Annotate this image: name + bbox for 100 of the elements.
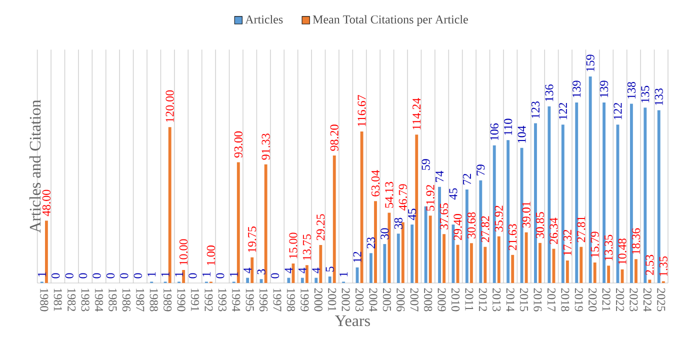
x-tick-label: 2014: [506, 288, 514, 312]
data-label: 29.25: [316, 214, 325, 240]
bar: [588, 76, 592, 283]
data-label: 5: [326, 266, 334, 272]
bar: [319, 245, 322, 283]
data-label: 133: [654, 88, 663, 105]
x-tick-label: 2025: [657, 288, 666, 312]
data-label: 63.04: [371, 170, 380, 196]
x-tick-label: 2000: [314, 288, 322, 312]
x-tick-label: 2005: [382, 288, 392, 312]
data-label: 1.00: [206, 246, 216, 266]
data-label: 35.92: [494, 206, 503, 232]
x-tick-label: 2020: [588, 288, 597, 312]
bar: [575, 102, 578, 283]
data-label: 0: [65, 273, 74, 278]
x-tick-label: 2011: [465, 288, 474, 311]
data-label: 3: [257, 269, 266, 274]
data-label: 46.79: [398, 184, 407, 210]
bar: [506, 140, 510, 283]
bar: [410, 224, 414, 283]
x-tick-label: 1997: [273, 288, 282, 312]
x-tick-label: 1988: [150, 288, 158, 312]
bar: [657, 110, 660, 283]
bar: [497, 236, 500, 283]
data-label: 74: [436, 170, 444, 182]
data-label: 27.81: [577, 216, 586, 242]
x-tick-label: 1993: [218, 288, 226, 312]
x-tick-label: 2002: [342, 288, 350, 312]
bar: [260, 279, 263, 283]
legend-label: Mean Total Citations per Article: [312, 15, 468, 26]
bar: [593, 262, 596, 283]
data-label: 0: [216, 273, 224, 278]
data-label: 27.82: [481, 216, 490, 242]
data-label: 48.00: [42, 190, 51, 216]
data-label: 106: [490, 123, 498, 140]
bar: [438, 186, 441, 283]
x-tick-label: 2009: [438, 288, 446, 312]
x-tick-label: 2015: [520, 288, 528, 312]
data-label: 19.75: [248, 226, 256, 252]
data-label: 37.65: [440, 203, 448, 230]
x-tick-label: 1990: [177, 288, 186, 312]
bar: [424, 206, 428, 283]
x-tick-label: 1998: [286, 288, 296, 312]
data-label: 139: [572, 80, 581, 98]
data-label: 136: [545, 84, 554, 102]
bar: [383, 244, 386, 283]
data-label: 4: [312, 268, 320, 274]
bar: [415, 134, 418, 283]
data-label: 38: [394, 218, 402, 229]
data-label: 1: [175, 272, 183, 276]
data-label: 1: [202, 272, 210, 276]
data-label: 0: [92, 273, 101, 278]
x-tick-label: 1992: [204, 288, 213, 312]
y-axis-title: Articles and Citation: [29, 100, 41, 233]
data-label: 135: [641, 86, 650, 102]
data-label: 1: [148, 272, 156, 276]
data-label: 159: [586, 54, 594, 72]
x-tick-label: 2008: [424, 288, 432, 312]
data-label: 10.00: [179, 239, 188, 265]
data-label: 1: [38, 272, 46, 276]
data-label: 0: [106, 273, 115, 278]
x-tick-label: 2013: [492, 288, 501, 312]
data-label: 30.85: [536, 212, 544, 238]
x-tick-label: 2001: [328, 288, 336, 311]
bar: [580, 246, 583, 283]
bar: [602, 102, 606, 283]
bar: [396, 234, 400, 283]
x-tick-label: 2006: [396, 288, 405, 312]
data-label: 139: [600, 80, 608, 98]
x-tick-label: 2023: [630, 288, 638, 312]
data-label: 104: [518, 126, 526, 143]
data-label: 45: [408, 208, 416, 220]
bar: [44, 220, 48, 283]
x-axis-title: Years: [335, 316, 370, 326]
data-label: 45: [449, 188, 458, 200]
data-label: 15.00: [289, 232, 298, 258]
x-tick-label: 1987: [136, 288, 144, 312]
x-tick-label: 1999: [300, 288, 309, 312]
data-label: 1: [161, 272, 170, 276]
bar: [264, 164, 268, 283]
x-tick-label: 1991: [190, 288, 200, 311]
data-label: 1: [230, 272, 238, 276]
bar: [388, 212, 391, 283]
data-label: 114.24: [412, 98, 421, 130]
bar: [401, 222, 404, 283]
bar: [630, 104, 633, 283]
bar: [566, 260, 569, 283]
data-label: 18.36: [632, 228, 640, 254]
x-tick-label: 2016: [534, 288, 542, 312]
data-label: 0: [52, 273, 60, 278]
bar: [428, 216, 432, 283]
data-label: 30.68: [467, 212, 476, 238]
data-label: 98.20: [330, 124, 338, 151]
bar: [470, 243, 473, 283]
bar: [168, 127, 172, 283]
data-label: 123: [531, 101, 540, 118]
data-label: 116.67: [358, 95, 366, 126]
data-label: 21.63: [508, 224, 517, 250]
bar: [620, 269, 624, 283]
bar: [607, 266, 610, 283]
